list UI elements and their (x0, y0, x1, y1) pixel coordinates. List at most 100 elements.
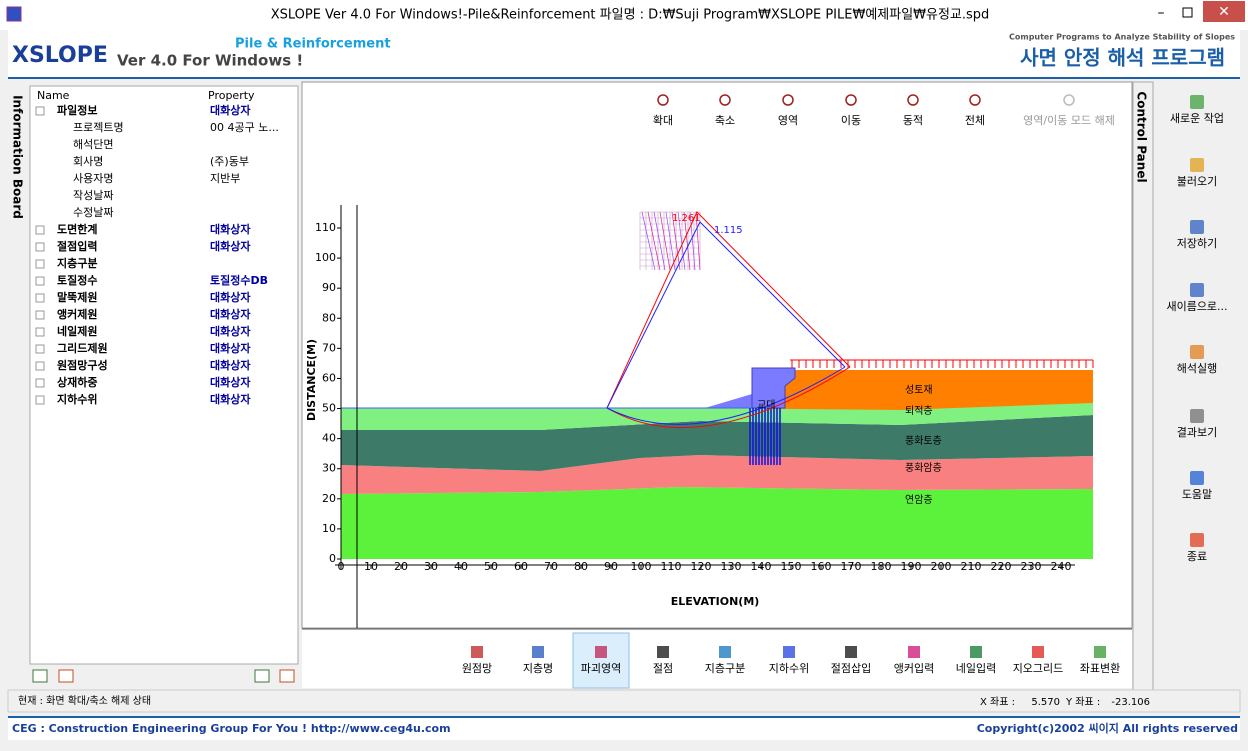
tree-tool[interactable] (58, 669, 74, 683)
tree-node-name[interactable]: 원점망구성 (57, 358, 108, 372)
button-label[interactable]: 불러오기 (1177, 175, 1217, 188)
expander[interactable] (35, 259, 45, 269)
tool-label[interactable]: 지하수위 (769, 661, 809, 675)
button-label[interactable]: 새로운 작업 (1170, 112, 1224, 125)
expander[interactable] (35, 293, 45, 303)
button-icon[interactable] (1190, 345, 1204, 359)
button-label[interactable]: 결과보기 (1177, 426, 1217, 439)
layer-label: 퇴적층 (905, 405, 933, 417)
tool-icon[interactable] (907, 94, 919, 106)
tool-icon[interactable] (471, 646, 483, 658)
tool-label[interactable]: 원점망 (462, 662, 492, 675)
tool-icon[interactable] (657, 94, 669, 106)
tree-node-name[interactable]: 말뚝제원 (57, 290, 97, 304)
tool-label[interactable]: 네일입력 (956, 661, 996, 675)
minimize-button[interactable]: – (1158, 5, 1165, 21)
tree-node-name[interactable]: 프로젝트명 (73, 121, 124, 134)
tree-node-name[interactable]: 절점입력 (57, 239, 97, 253)
tree-node-name[interactable]: 파일정보 (57, 103, 97, 117)
tool-label[interactable]: 지층명 (523, 662, 553, 675)
expander[interactable] (35, 395, 45, 405)
tool-icon[interactable] (1032, 646, 1044, 658)
tool-icon[interactable] (782, 94, 794, 106)
tool-icon[interactable] (1063, 94, 1075, 106)
tool-label[interactable]: 확대 (653, 114, 673, 127)
tool-icon[interactable] (969, 94, 981, 106)
close-button[interactable] (1203, 1, 1245, 22)
button-label[interactable]: 새이름으로... (1166, 300, 1227, 313)
tool-label[interactable]: 좌표변환 (1080, 662, 1120, 675)
expander[interactable] (35, 361, 45, 371)
tool-icon[interactable] (532, 646, 544, 658)
button-label[interactable]: 해석실행 (1177, 361, 1217, 375)
tool-label[interactable]: 축소 (715, 114, 735, 127)
expander[interactable] (35, 310, 45, 320)
tool-icon[interactable] (908, 646, 920, 658)
tree-node-name[interactable]: 토질정수 (57, 273, 97, 287)
tool-label[interactable]: 절점 (653, 662, 673, 675)
tool-icon[interactable] (845, 646, 857, 658)
tool-icon[interactable] (845, 94, 857, 106)
tool-icon[interactable] (783, 646, 795, 658)
tool-icon[interactable] (657, 646, 669, 658)
tree-node-name[interactable]: 그리드제원 (57, 341, 108, 355)
tool-label[interactable]: 이동 (841, 114, 861, 127)
tree-node-name[interactable]: 상재하중 (57, 375, 97, 389)
tool-label[interactable]: 지오그리드 (1013, 662, 1064, 675)
tool-icon[interactable] (1094, 646, 1106, 658)
button-icon[interactable] (1190, 283, 1204, 297)
button-icon[interactable] (1190, 471, 1204, 485)
tool-label[interactable]: 영역/이동 모드 해제 (1023, 113, 1115, 127)
tool-icon[interactable] (595, 646, 607, 658)
tool-label[interactable]: 앵커입력 (894, 662, 934, 675)
search-ray (653, 211, 666, 271)
x-tick-label: 20 (394, 560, 408, 573)
button-icon[interactable] (1190, 158, 1204, 172)
tree-tool[interactable] (279, 669, 295, 683)
expander[interactable] (35, 327, 45, 337)
tool-label[interactable]: 영역 (778, 114, 798, 127)
tool-label[interactable]: 전체 (965, 114, 985, 127)
tool-label[interactable]: 동적 (903, 114, 923, 127)
tool-label[interactable]: 파괴영역 (581, 662, 621, 675)
expander[interactable] (35, 378, 45, 388)
x-tick-label: 160 (811, 560, 832, 573)
tree-node-name[interactable]: 작성날짜 (73, 189, 113, 202)
button-label[interactable]: 종료 (1187, 550, 1207, 563)
search-ray (641, 211, 656, 271)
expander[interactable] (35, 276, 45, 286)
x-tick-label: 40 (454, 560, 468, 573)
button-icon[interactable] (1190, 533, 1204, 547)
button-label[interactable]: 도움말 (1182, 488, 1212, 501)
maximize-button[interactable] (1182, 7, 1193, 18)
button-label[interactable]: 저장하기 (1177, 236, 1217, 250)
button-icon[interactable] (1190, 95, 1204, 109)
button-icon[interactable] (1190, 409, 1204, 423)
tree-node-name[interactable]: 수정날짜 (73, 206, 113, 219)
x-tick-label: 180 (871, 560, 892, 573)
button-icon[interactable] (1190, 220, 1204, 234)
tree-node-name[interactable]: 회사명 (73, 155, 103, 168)
tool-label[interactable]: 절점삽입 (831, 662, 871, 675)
expander[interactable] (35, 225, 45, 235)
tree-tool[interactable] (32, 669, 48, 683)
expander[interactable] (35, 242, 45, 252)
expander[interactable] (35, 344, 45, 354)
tree-node-name[interactable]: 네일제원 (57, 324, 97, 338)
tool-icon[interactable] (719, 94, 731, 106)
tree-node-name[interactable]: 도면한계 (57, 222, 97, 236)
tree-node-name[interactable]: 지하수위 (57, 392, 97, 406)
tree-tool[interactable] (254, 669, 270, 683)
tree-node-name[interactable]: 해석단면 (73, 137, 113, 151)
expander[interactable] (35, 106, 45, 116)
y-tick-label: 10 (322, 522, 336, 535)
tool-icon[interactable] (970, 646, 982, 658)
tree-node-property: 대화상자 (210, 222, 251, 236)
tool-label[interactable]: 지층구분 (705, 662, 745, 675)
tree-node-name[interactable]: 앵커제원 (57, 307, 97, 321)
control-panel-label: Control Panel (1135, 91, 1149, 182)
column-header: Name (37, 89, 70, 102)
tree-node-name[interactable]: 지층구분 (57, 256, 97, 270)
tree-node-name[interactable]: 사용자명 (73, 172, 113, 185)
tool-icon[interactable] (719, 646, 731, 658)
